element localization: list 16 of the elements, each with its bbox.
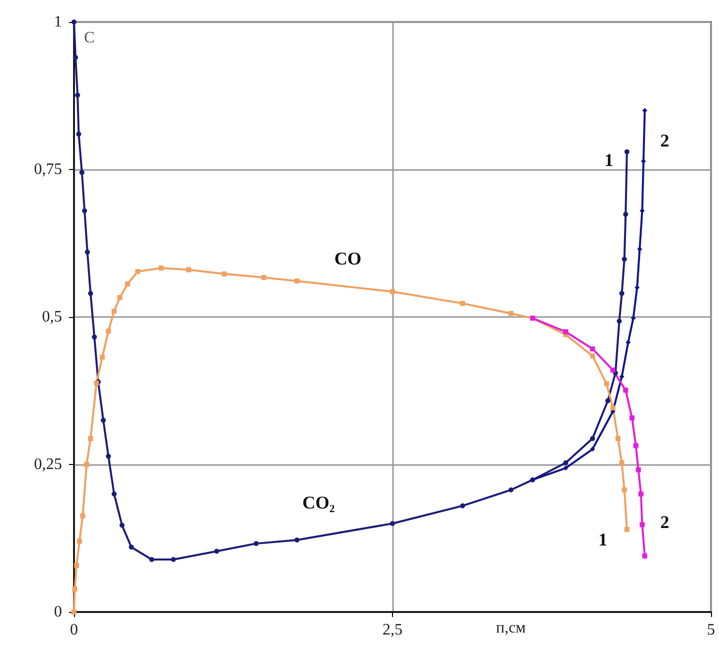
x-tick-label: 5 xyxy=(707,622,715,638)
annotation: CO xyxy=(334,248,362,268)
annotation: 2 xyxy=(660,130,670,150)
y-tick-label: 1 xyxy=(54,14,62,30)
annotation: 2 xyxy=(660,512,670,532)
x-axis-title: п,см xyxy=(496,620,526,636)
y-axis-title: C xyxy=(84,30,95,46)
y-tick-label: 0,5 xyxy=(42,308,62,326)
x-tick-label: 2,5 xyxy=(382,622,402,638)
annotation: 1 xyxy=(604,150,614,170)
annotation: CO₂ xyxy=(302,492,335,513)
annotation: 1 xyxy=(598,529,608,550)
x-tick-label: 0 xyxy=(70,622,78,638)
y-tick-label: 0,25 xyxy=(34,456,62,473)
y-tick-label: 0,75 xyxy=(34,161,62,178)
y-tick-label: 0 xyxy=(54,604,62,620)
